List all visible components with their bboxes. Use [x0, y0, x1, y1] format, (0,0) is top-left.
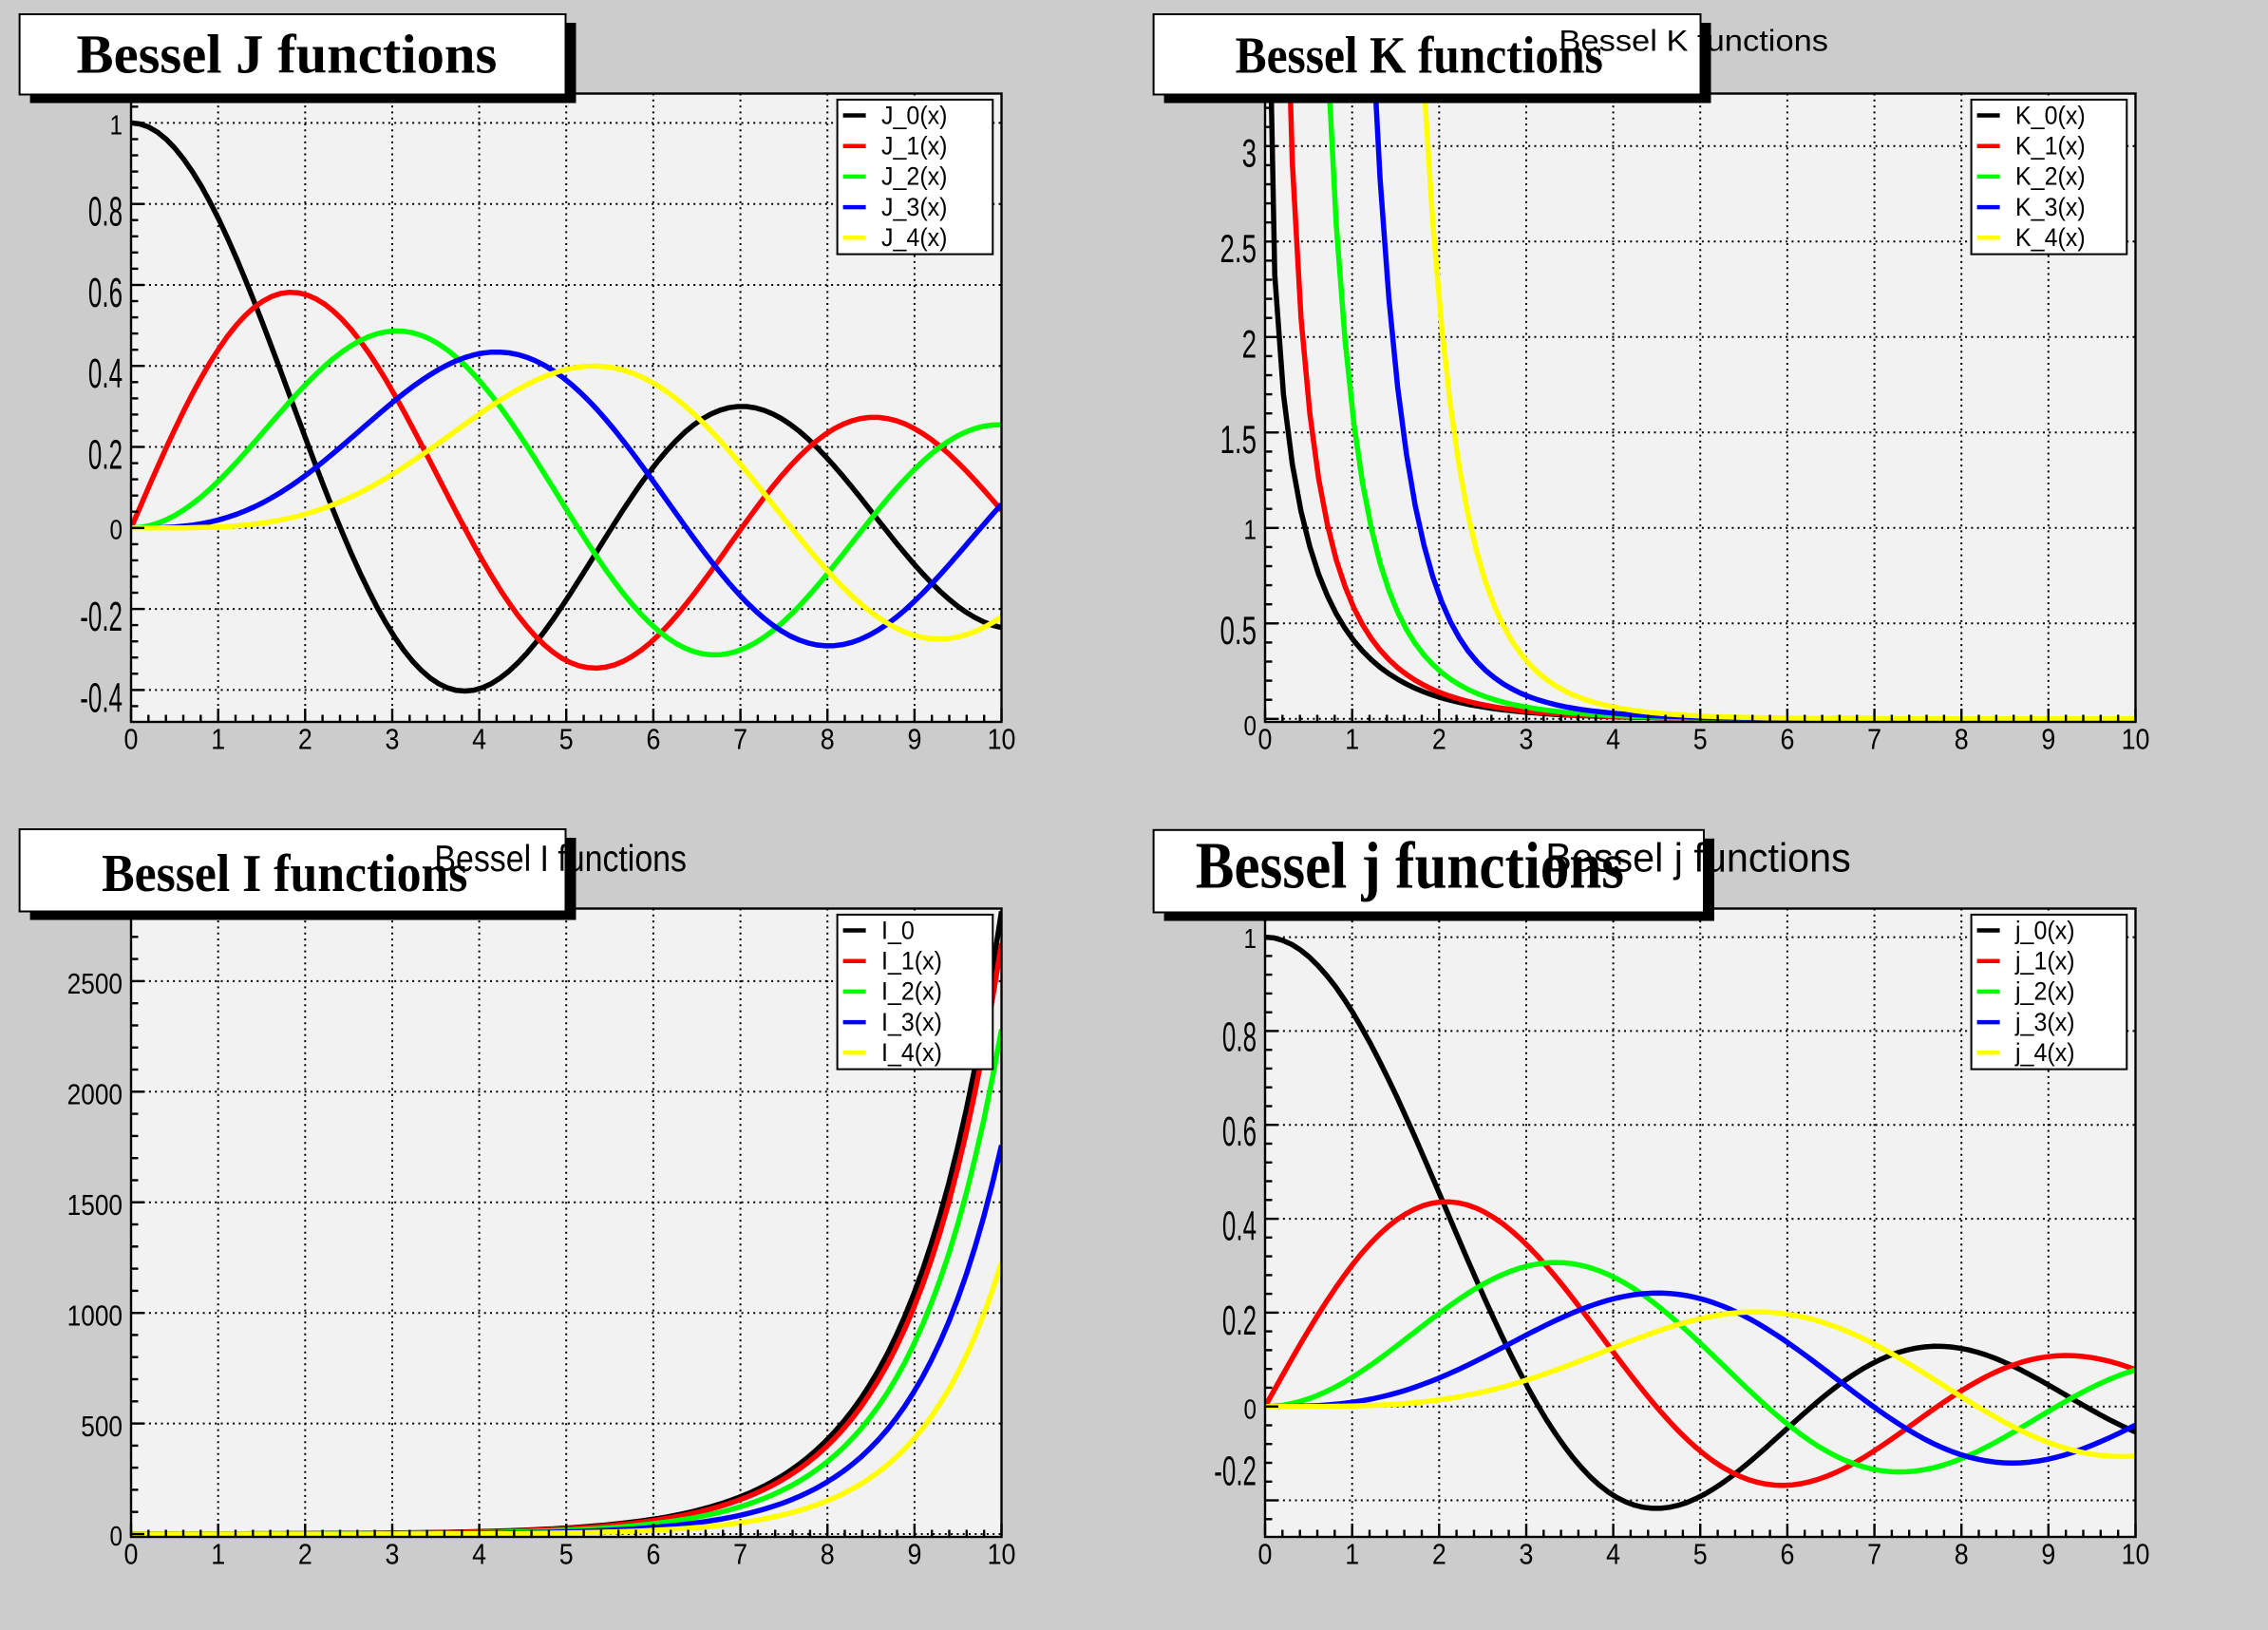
svg-text:Bessel I functions: Bessel I functions	[102, 843, 467, 903]
svg-text:0.2: 0.2	[88, 430, 123, 478]
svg-text:K_3(x): K_3(x)	[2015, 192, 2086, 221]
svg-text:Bessel j functions: Bessel j functions	[1545, 835, 1850, 881]
svg-text:3: 3	[1242, 131, 1257, 176]
svg-text:0.4: 0.4	[1222, 1202, 1257, 1249]
svg-text:I_0: I_0	[881, 915, 915, 944]
svg-text:8: 8	[821, 1539, 835, 1571]
svg-text:8: 8	[821, 724, 835, 756]
svg-text:Bessel I functions: Bessel I functions	[434, 838, 687, 880]
svg-text:1000: 1000	[67, 1300, 123, 1333]
svg-text:j_2(x): j_2(x)	[2014, 976, 2075, 1006]
svg-text:1: 1	[1345, 724, 1359, 756]
svg-text:10: 10	[988, 724, 1016, 756]
svg-text:1: 1	[1244, 515, 1257, 545]
svg-text:2: 2	[298, 1539, 312, 1571]
svg-text:1500: 1500	[67, 1189, 123, 1222]
svg-text:6: 6	[1780, 1539, 1794, 1571]
svg-text:1: 1	[1345, 1539, 1359, 1571]
svg-text:I_1(x): I_1(x)	[881, 946, 942, 976]
svg-text:9: 9	[907, 1539, 921, 1571]
svg-text:j_0(x): j_0(x)	[2014, 915, 2075, 944]
svg-text:I_3(x): I_3(x)	[881, 1007, 942, 1036]
svg-text:K_2(x): K_2(x)	[2015, 161, 2086, 191]
svg-text:9: 9	[907, 724, 921, 756]
svg-text:6: 6	[646, 1539, 660, 1571]
svg-text:3: 3	[1520, 724, 1534, 756]
svg-text:I_4(x): I_4(x)	[881, 1037, 942, 1067]
svg-text:-0.2: -0.2	[80, 593, 123, 640]
svg-text:0.4: 0.4	[88, 350, 123, 397]
svg-text:1: 1	[211, 724, 225, 756]
svg-text:7: 7	[733, 724, 747, 756]
svg-text:0: 0	[1244, 711, 1257, 741]
svg-text:0: 0	[110, 1521, 123, 1551]
svg-text:Bessel K functions: Bessel K functions	[1559, 25, 1828, 58]
svg-text:10: 10	[2122, 1539, 2150, 1571]
svg-text:2500: 2500	[67, 968, 123, 1000]
svg-text:K_4(x): K_4(x)	[2015, 222, 2086, 252]
svg-text:0: 0	[110, 515, 123, 545]
svg-text:j_3(x): j_3(x)	[2014, 1007, 2075, 1036]
svg-text:10: 10	[2122, 724, 2150, 756]
svg-text:0: 0	[1258, 724, 1273, 756]
svg-text:10: 10	[988, 1539, 1016, 1571]
svg-text:4: 4	[1606, 724, 1620, 756]
svg-text:1: 1	[1244, 923, 1257, 954]
svg-text:0: 0	[1244, 1393, 1257, 1424]
svg-text:7: 7	[1867, 1539, 1881, 1571]
svg-text:2000: 2000	[67, 1079, 123, 1111]
svg-text:J_1(x): J_1(x)	[881, 131, 948, 161]
svg-text:4: 4	[1606, 1539, 1620, 1571]
svg-text:8: 8	[1955, 1539, 1969, 1571]
svg-text:0.2: 0.2	[1222, 1297, 1257, 1344]
svg-text:6: 6	[646, 724, 660, 756]
svg-text:8: 8	[1955, 724, 1969, 756]
svg-text:j_1(x): j_1(x)	[2014, 946, 2075, 976]
svg-text:500: 500	[81, 1411, 123, 1443]
svg-text:2: 2	[1432, 1539, 1446, 1571]
svg-text:0.6: 0.6	[1222, 1108, 1257, 1155]
svg-text:I_2(x): I_2(x)	[881, 976, 942, 1006]
svg-text:0.8: 0.8	[88, 188, 123, 236]
svg-text:5: 5	[559, 724, 574, 756]
svg-text:3: 3	[386, 724, 400, 756]
svg-text:4: 4	[472, 1539, 486, 1571]
svg-text:2: 2	[298, 724, 312, 756]
svg-text:2: 2	[1432, 724, 1446, 756]
svg-text:K_0(x): K_0(x)	[2015, 100, 2086, 129]
svg-text:7: 7	[1867, 724, 1881, 756]
svg-text:K_1(x): K_1(x)	[2015, 131, 2086, 161]
svg-text:1.5: 1.5	[1219, 417, 1257, 462]
svg-text:Bessel j functions: Bessel j functions	[1196, 830, 1624, 903]
svg-text:J_4(x): J_4(x)	[881, 222, 948, 252]
svg-text:7: 7	[733, 1539, 747, 1571]
svg-text:0.8: 0.8	[1222, 1013, 1257, 1060]
svg-text:-0.4: -0.4	[80, 673, 123, 721]
svg-text:9: 9	[2041, 724, 2055, 756]
svg-text:1: 1	[211, 1539, 225, 1571]
svg-text:0: 0	[1258, 1539, 1273, 1571]
svg-text:5: 5	[559, 1539, 574, 1571]
svg-text:9: 9	[2041, 1539, 2055, 1571]
svg-text:J_2(x): J_2(x)	[881, 161, 948, 191]
svg-text:J_0(x): J_0(x)	[881, 100, 948, 129]
svg-text:0: 0	[124, 1539, 139, 1571]
svg-text:2: 2	[1242, 322, 1257, 367]
svg-text:0: 0	[124, 724, 139, 756]
svg-text:1: 1	[110, 109, 123, 140]
svg-text:0.6: 0.6	[88, 269, 123, 316]
svg-text:j_4(x): j_4(x)	[2014, 1037, 2075, 1067]
svg-text:-0.2: -0.2	[1214, 1447, 1257, 1494]
svg-text:5: 5	[1693, 724, 1708, 756]
svg-text:4: 4	[472, 724, 486, 756]
svg-text:3: 3	[386, 1539, 400, 1571]
svg-text:0.5: 0.5	[1219, 608, 1257, 653]
svg-text:J_3(x): J_3(x)	[881, 192, 948, 221]
svg-text:6: 6	[1780, 724, 1794, 756]
svg-text:Bessel J functions: Bessel J functions	[77, 24, 498, 85]
svg-text:5: 5	[1693, 1539, 1708, 1571]
svg-text:3: 3	[1520, 1539, 1534, 1571]
svg-text:Bessel K functions: Bessel K functions	[1236, 27, 1603, 85]
svg-text:2.5: 2.5	[1219, 226, 1257, 271]
